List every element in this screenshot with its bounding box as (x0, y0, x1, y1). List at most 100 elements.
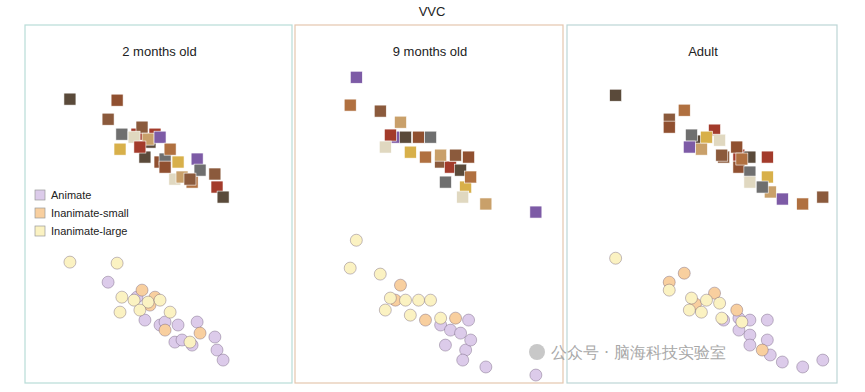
point (435, 312, 447, 324)
point (756, 344, 768, 356)
thumbnail (379, 141, 391, 153)
point (425, 294, 437, 306)
plot-area (610, 89, 829, 373)
panel-title: Adult (688, 44, 718, 59)
point (217, 354, 229, 366)
thumbnail (695, 143, 707, 155)
point (191, 316, 203, 328)
figure-title: VVC (419, 4, 446, 19)
panel-title: 9 months old (393, 44, 467, 59)
thumbnail (817, 191, 829, 203)
legend-swatch (35, 226, 45, 236)
thumbnail (744, 176, 756, 188)
point (384, 292, 396, 304)
thumbnail (756, 181, 768, 193)
thumbnail (419, 151, 431, 163)
thumbnail (435, 149, 447, 161)
panel-frame (25, 25, 292, 383)
thumbnail (797, 198, 809, 210)
point (114, 306, 126, 318)
thumbnail (678, 104, 690, 116)
thumbnail (413, 131, 425, 143)
point (184, 336, 196, 348)
thumbnail (114, 143, 126, 155)
point (413, 294, 425, 306)
point (379, 304, 391, 316)
thumbnail (685, 129, 697, 141)
thumbnail (716, 149, 728, 161)
point (744, 339, 756, 351)
thumbnail (344, 99, 356, 111)
point (172, 319, 184, 331)
point (400, 294, 412, 306)
plot-area (344, 71, 542, 381)
point (817, 354, 829, 366)
thumbnail (480, 198, 492, 210)
thumbnail (776, 193, 788, 205)
point (64, 256, 76, 268)
panel: 9 months old (295, 25, 563, 383)
panel-frame (295, 25, 563, 383)
thumbnail (700, 131, 712, 143)
point (350, 234, 362, 246)
thumbnail (439, 176, 451, 188)
point (419, 314, 431, 326)
thumbnail (134, 141, 146, 153)
point (457, 354, 469, 366)
thumbnail (663, 121, 675, 133)
watermark-text: 公众号 · 脑海科技实验室 (551, 343, 726, 362)
point (111, 257, 123, 269)
thumbnail (761, 151, 773, 163)
thumbnail (384, 129, 396, 141)
point (480, 361, 492, 373)
point (683, 304, 695, 316)
thumbnail (154, 131, 166, 143)
thumbnail (217, 191, 229, 203)
thumbnail (111, 94, 123, 106)
panel-title: 2 months old (122, 44, 196, 59)
watermark-icon (529, 344, 545, 360)
thumbnail (374, 105, 386, 117)
thumbnail (731, 141, 743, 153)
point (209, 331, 221, 343)
panel-frame (567, 25, 837, 383)
thumbnail (164, 143, 176, 155)
thumbnail (425, 131, 437, 143)
legend-label: Animate (51, 189, 91, 201)
thumbnail (350, 71, 362, 83)
point (685, 292, 697, 304)
point (716, 312, 728, 324)
thumbnail (736, 153, 748, 165)
point (394, 279, 406, 291)
thumbnail (463, 151, 475, 163)
point (116, 291, 128, 303)
point (465, 334, 477, 346)
point (678, 267, 690, 279)
legend: Animate Inanimate-small Inanimate-large (35, 189, 129, 237)
thumbnail (172, 156, 184, 168)
panel: 2 months old Animate Inanimate-small Inanim… (25, 25, 292, 383)
point (714, 297, 726, 309)
point (344, 262, 356, 274)
legend-label: Inanimate-small (51, 207, 129, 219)
thumbnail (159, 161, 171, 173)
watermark: 公众号 · 脑海科技实验室 (529, 343, 726, 362)
thumbnail (404, 146, 416, 158)
point (450, 312, 462, 324)
point (159, 324, 171, 336)
point (154, 294, 166, 306)
thumbnail (450, 149, 462, 161)
figure: VVC 2 months old Animate Inanimate-small Ina… (0, 0, 865, 392)
thumbnail (683, 141, 695, 153)
point (797, 361, 809, 373)
point (530, 369, 542, 381)
legend-swatch (35, 208, 45, 218)
thumbnail (116, 128, 128, 140)
point (439, 339, 451, 351)
point (663, 284, 675, 296)
thumbnail (209, 168, 221, 180)
point (776, 356, 788, 368)
legend-label: Inanimate-large (51, 225, 127, 237)
point (102, 276, 114, 288)
thumbnail (457, 191, 469, 203)
